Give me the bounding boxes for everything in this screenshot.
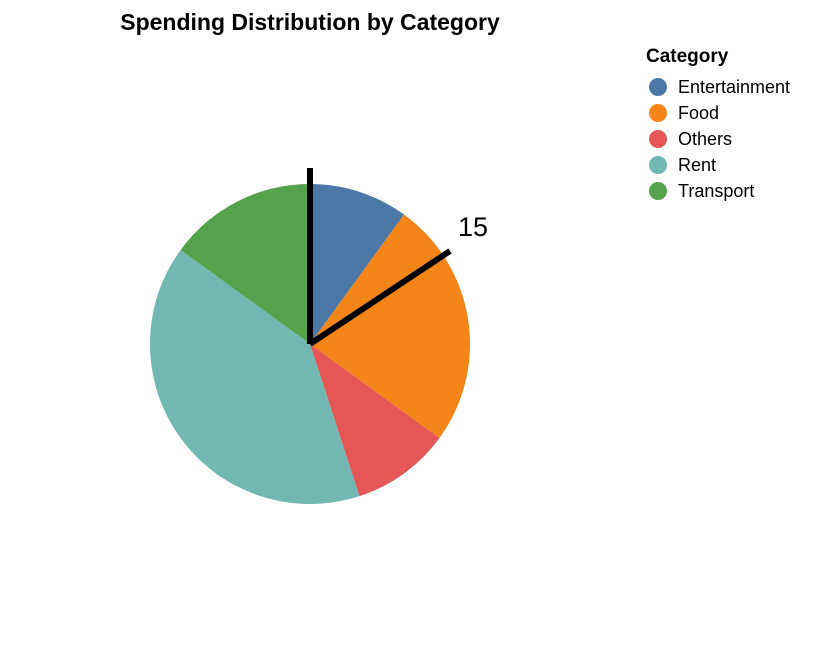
legend-swatch xyxy=(649,182,667,200)
legend-items: Entertainment Food Others Rent Transport xyxy=(649,77,790,201)
legend-title: Category xyxy=(646,46,729,67)
legend-swatch xyxy=(649,104,667,122)
pie-slice-transport xyxy=(180,184,310,344)
legend-item-others: Others xyxy=(649,129,732,149)
legend: Category Entertainment Food Others Rent Tran… xyxy=(646,46,790,201)
legend-item-food: Food xyxy=(649,103,719,123)
legend-item-entertainment: Entertainment xyxy=(649,77,790,97)
annotation: 15 xyxy=(307,168,488,347)
legend-item-rent: Rent xyxy=(649,155,716,175)
legend-item-transport: Transport xyxy=(649,181,754,201)
legend-label: Entertainment xyxy=(678,77,790,97)
legend-swatch xyxy=(649,156,667,174)
pie-slice-entertainment xyxy=(310,183,405,344)
legend-swatch xyxy=(649,78,667,96)
pie-slices xyxy=(149,183,471,505)
pie-slice-food xyxy=(310,214,471,439)
pie-slice-others xyxy=(310,344,440,497)
annotation-label: 15 xyxy=(458,212,488,242)
pie-slice-rent xyxy=(149,249,360,505)
legend-label: Others xyxy=(678,129,732,149)
legend-label: Food xyxy=(678,103,719,123)
chart-title: Spending Distribution by Category xyxy=(120,9,500,35)
annotation-line-diagonal xyxy=(308,248,452,347)
legend-label: Transport xyxy=(678,181,754,201)
legend-swatch xyxy=(649,130,667,148)
legend-label: Rent xyxy=(678,155,716,175)
